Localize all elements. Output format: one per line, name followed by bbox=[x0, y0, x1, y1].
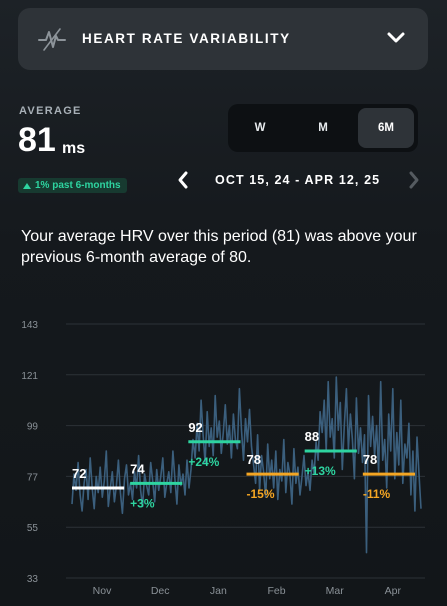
monthly-average-label: 78 bbox=[247, 452, 261, 467]
y-tick-label: 55 bbox=[27, 523, 39, 534]
metric-title: HEART RATE VARIABILITY bbox=[82, 31, 291, 46]
y-tick-label: 77 bbox=[27, 472, 39, 483]
x-tick-label: Nov bbox=[93, 585, 112, 597]
y-tick-label: 99 bbox=[27, 422, 39, 433]
trend-badge: 1% past 6-months bbox=[18, 178, 127, 193]
monthly-change-label: +24% bbox=[188, 455, 219, 469]
monthly-change-label: -11% bbox=[363, 487, 391, 501]
x-tick-label: Jan bbox=[210, 585, 227, 597]
monthly-average-label: 88 bbox=[305, 429, 319, 444]
date-range: OCT 15, 24 - APR 12, 25 bbox=[215, 173, 381, 187]
monthly-average-label: 74 bbox=[130, 461, 145, 476]
daily-hrv-line bbox=[71, 376, 422, 554]
average-unit: ms bbox=[62, 140, 86, 157]
trend-badge-text: 1% past 6-months bbox=[35, 180, 121, 191]
average-label: AVERAGE bbox=[19, 105, 82, 117]
trend-up-icon bbox=[23, 182, 31, 189]
period-option-w[interactable]: W bbox=[254, 122, 266, 134]
y-tick-label: 143 bbox=[21, 320, 38, 331]
monthly-change-label: +3% bbox=[130, 496, 155, 510]
monthly-average-label: 72 bbox=[72, 466, 86, 481]
hrv-pulse-icon bbox=[38, 28, 66, 51]
y-tick-label: 33 bbox=[27, 574, 39, 585]
monthly-change-label: -15% bbox=[247, 487, 275, 501]
y-tick-label: 121 bbox=[21, 371, 38, 382]
x-tick-label: Mar bbox=[326, 585, 345, 597]
period-option-m[interactable]: M bbox=[318, 122, 328, 134]
chevron-down-icon[interactable] bbox=[386, 30, 406, 46]
period-option-6m[interactable]: 6M bbox=[358, 108, 414, 148]
hrv-chart: 143 121 99 77 55 33 72 74 +3% 92 +24% 78 -15% 88 +13% 7… bbox=[21, 320, 425, 597]
metric-dropdown[interactable]: HEART RATE VARIABILITY bbox=[18, 8, 428, 70]
average-value: 81 bbox=[18, 121, 56, 159]
monthly-change-label: +13% bbox=[305, 464, 336, 478]
x-tick-label: Dec bbox=[151, 585, 170, 597]
period-selector: W M 6M bbox=[228, 104, 418, 152]
x-tick-label: Feb bbox=[267, 585, 285, 597]
x-tick-label: Apr bbox=[385, 585, 402, 597]
monthly-average-label: 92 bbox=[188, 420, 202, 435]
next-period-icon[interactable] bbox=[407, 170, 421, 190]
summary-text: Your average HRV over this period (81) w… bbox=[21, 228, 417, 266]
monthly-average-label: 78 bbox=[363, 452, 377, 467]
previous-period-icon[interactable] bbox=[176, 170, 190, 190]
